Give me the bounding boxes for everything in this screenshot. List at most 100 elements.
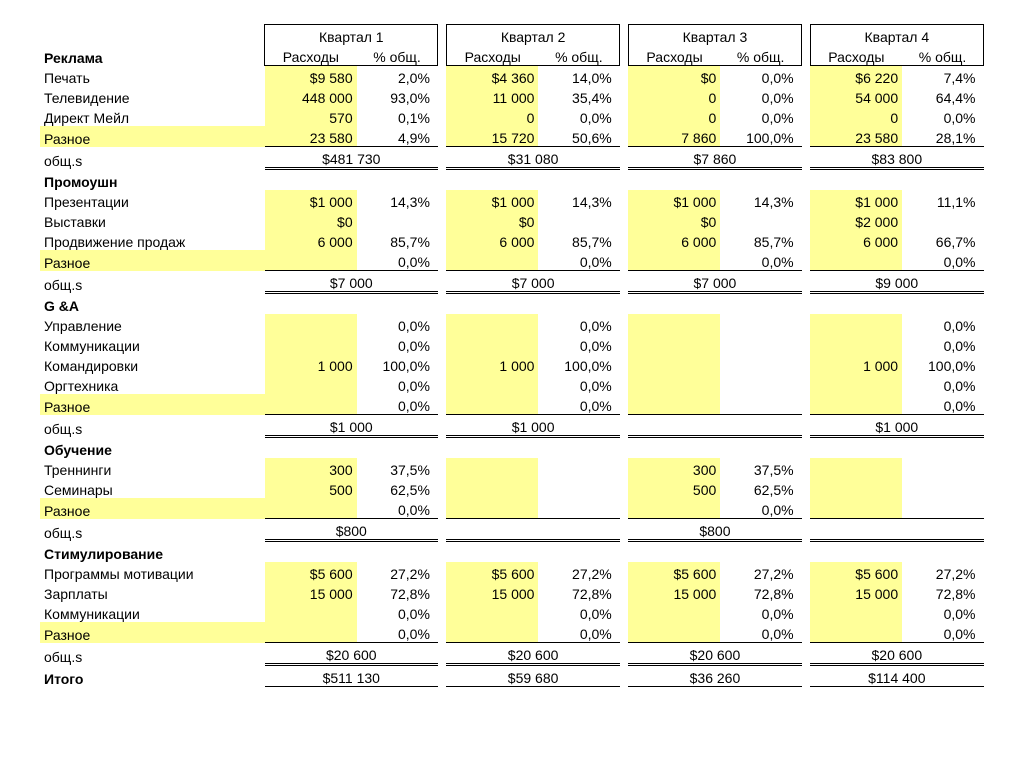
subtotal-label: общ.s [40, 519, 265, 541]
cell-percent [538, 458, 619, 478]
subhead-amount: Расходы [265, 45, 357, 66]
cell-amount: $0 [265, 210, 357, 230]
row-label: Презентации [40, 190, 265, 210]
cell-amount: 0 [446, 106, 538, 126]
subtotal-amount: $1 000 [265, 415, 438, 437]
row-label: Печать [40, 66, 265, 87]
row-label: Разное [40, 126, 265, 147]
cell-amount: 1 000 [810, 354, 902, 374]
cell-amount [810, 374, 902, 394]
cell-percent: 14,3% [720, 190, 801, 210]
row-label: Разное [40, 250, 265, 271]
cell-amount [810, 394, 902, 415]
data-row: Оргтехника0,0%0,0%0,0% [40, 374, 984, 394]
cell-amount [628, 334, 720, 354]
cell-amount: 6 000 [446, 230, 538, 250]
cell-percent [720, 210, 801, 230]
section-title: G &A [40, 293, 265, 315]
grandtotal-amount: $36 260 [628, 665, 801, 687]
cell-amount [446, 602, 538, 622]
cell-amount: 6 000 [265, 230, 357, 250]
cell-amount: 15 000 [810, 582, 902, 602]
row-label: Разное [40, 622, 265, 643]
data-row: Программы мотивации$5 60027,2%$5 60027,2… [40, 562, 984, 582]
subhead-percent: % общ. [720, 45, 801, 66]
cell-percent: 27,2% [538, 562, 619, 582]
cell-percent: 85,7% [720, 230, 801, 250]
cell-amount [446, 478, 538, 498]
subtotal-amount: $31 080 [446, 147, 619, 169]
cell-percent: 0,0% [538, 394, 619, 415]
data-row: Управление0,0%0,0%0,0% [40, 314, 984, 334]
subtotal-label: общ.s [40, 415, 265, 437]
cell-amount [265, 374, 357, 394]
row-label: Зарплаты [40, 582, 265, 602]
cell-amount: 448 000 [265, 86, 357, 106]
cell-amount: $1 000 [810, 190, 902, 210]
cell-percent: 0,0% [720, 602, 801, 622]
cell-percent: 0,0% [720, 86, 801, 106]
cell-percent: 0,0% [357, 394, 438, 415]
cell-percent: 0,1% [357, 106, 438, 126]
subtotal-amount: $800 [265, 519, 438, 541]
cell-amount [628, 250, 720, 271]
cell-percent: 64,4% [902, 86, 983, 106]
cell-amount: 0 [810, 106, 902, 126]
cell-amount: $6 220 [810, 66, 902, 87]
subtotal-amount: $7 000 [265, 271, 438, 293]
cell-amount [446, 334, 538, 354]
row-label: Телевидение [40, 86, 265, 106]
cell-percent: 62,5% [720, 478, 801, 498]
cell-percent: 85,7% [357, 230, 438, 250]
cell-percent: 0,0% [902, 314, 983, 334]
quarter-header: Квартал 3 [628, 25, 801, 46]
cell-percent: 0,0% [902, 394, 983, 415]
cell-amount: 1 000 [265, 354, 357, 374]
subtotal-amount: $20 600 [628, 643, 801, 665]
cell-percent [720, 314, 801, 334]
cell-percent: 0,0% [902, 334, 983, 354]
cell-amount: 500 [628, 478, 720, 498]
cell-amount: $0 [628, 66, 720, 87]
cell-percent: 100,0% [902, 354, 983, 374]
cell-percent [538, 210, 619, 230]
cell-percent [902, 498, 983, 519]
cell-amount [265, 394, 357, 415]
cell-amount [628, 354, 720, 374]
quarter-header: Квартал 1 [265, 25, 438, 46]
cell-percent: 0,0% [538, 622, 619, 643]
cell-percent: 27,2% [720, 562, 801, 582]
cell-percent: 0,0% [720, 498, 801, 519]
cell-amount: 15 720 [446, 126, 538, 147]
subtotal-amount: $1 000 [810, 415, 983, 437]
cell-percent: 2,0% [357, 66, 438, 87]
cell-amount: 0 [628, 106, 720, 126]
cell-amount: 23 580 [265, 126, 357, 147]
section-title: Реклама [40, 45, 265, 66]
cell-percent: 100,0% [720, 126, 801, 147]
subtotal-row: общ.s$7 000$7 000$7 000$9 000 [40, 271, 984, 293]
data-row: Разное0,0%0,0%0,0% [40, 394, 984, 415]
cell-percent [902, 478, 983, 498]
subtotal-amount: $20 600 [810, 643, 983, 665]
cell-amount: $4 360 [446, 66, 538, 87]
cell-amount [628, 498, 720, 519]
cell-amount [628, 622, 720, 643]
cell-amount: 570 [265, 106, 357, 126]
cell-amount: 7 860 [628, 126, 720, 147]
data-row: Печать$9 5802,0%$4 36014,0%$00,0%$6 2207… [40, 66, 984, 87]
row-label: Разное [40, 498, 265, 519]
subtotal-label: общ.s [40, 147, 265, 169]
cell-amount [810, 622, 902, 643]
cell-amount [628, 374, 720, 394]
subtotal-row: общ.s$800$800 [40, 519, 984, 541]
cell-percent: 72,8% [538, 582, 619, 602]
subtotal-amount: $1 000 [446, 415, 619, 437]
grandtotal-amount: $114 400 [810, 665, 983, 687]
subtotal-amount: $481 730 [265, 147, 438, 169]
cell-percent: 14,3% [538, 190, 619, 210]
cell-percent: 14,3% [357, 190, 438, 210]
cell-amount: 6 000 [810, 230, 902, 250]
row-label: Оргтехника [40, 374, 265, 394]
cell-percent: 0,0% [357, 334, 438, 354]
